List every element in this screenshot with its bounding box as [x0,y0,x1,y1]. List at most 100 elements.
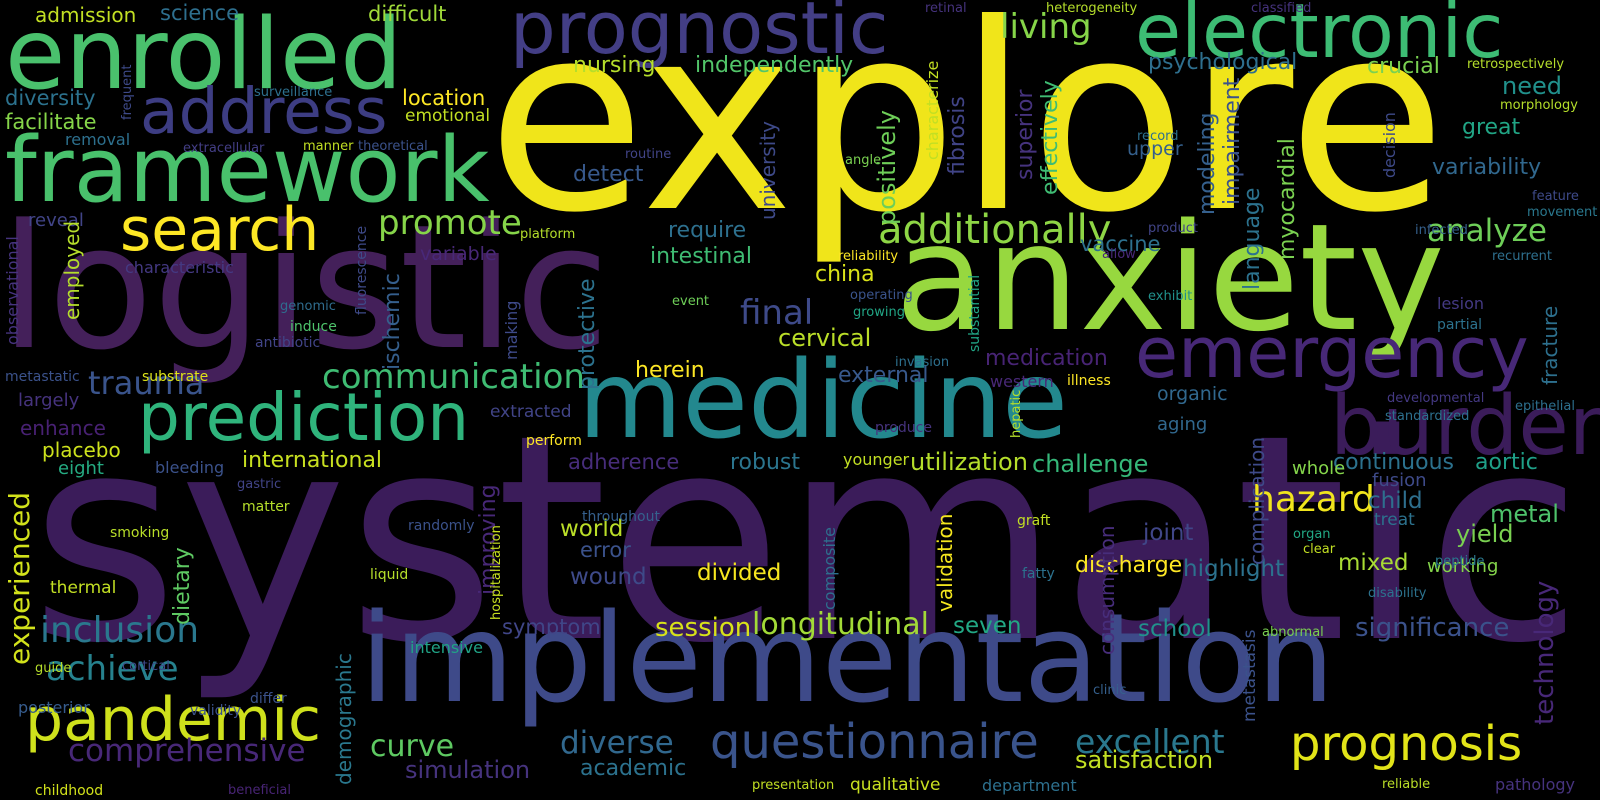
word: school [1138,616,1212,642]
word: infected [1415,223,1468,238]
word: record [1137,129,1179,144]
word: classified [1251,1,1312,16]
word: characterize [923,60,942,160]
word: achieve [46,649,179,689]
word: effectively [1038,80,1063,195]
word: challenge [1032,450,1149,478]
word: academic [580,756,687,781]
word: search [120,195,320,265]
word: matter [242,499,290,515]
word: communication [322,357,585,397]
word: diversity [5,86,96,110]
word: clear [1303,542,1336,557]
word: posterior [18,698,90,717]
word: validity [190,703,242,719]
word: enhance [20,416,106,440]
word: substrate [142,369,209,385]
word: throughout [582,509,660,525]
word: allow [1102,247,1136,262]
word: intestinal [650,244,752,269]
word: myocardial [1275,138,1300,260]
word: manner [303,139,354,154]
word: substantial [967,274,983,352]
word: diverse [560,725,674,761]
word: child [1368,488,1423,514]
word: implementation [360,588,1335,731]
word: final [740,293,814,333]
word: genomic [280,299,336,314]
word: herein [635,358,705,383]
word: utilization [910,448,1028,476]
word: emotional [405,106,491,126]
word: standardized [1385,409,1470,424]
word: product [1148,221,1199,236]
word: longitudinal [752,607,929,642]
word: medication [985,346,1108,371]
word: treat [1374,510,1415,530]
word: living [1000,7,1092,47]
word: clinic [1093,683,1127,698]
word: liquid [370,567,409,583]
word: epithelial [1515,399,1575,414]
word: reliable [1382,777,1431,792]
word: theoretical [358,139,428,154]
word: dietary [170,547,195,625]
word: angle [845,153,882,168]
word: technology [1530,580,1560,725]
word: composite [820,526,839,610]
word: morphology [1500,98,1578,113]
word: prognostic [510,0,889,70]
word: significance [1355,613,1510,643]
word: curve [370,729,455,764]
word: abnormal [1262,625,1324,640]
word: organic [1157,383,1228,405]
word: hepatic [1009,389,1024,438]
word: experienced [3,492,36,665]
word: characteristic [125,258,234,277]
word: crucial [1367,54,1440,79]
word: invasion [895,355,950,370]
word: recurrent [1492,249,1552,264]
word: promote [378,203,522,243]
word: detect [573,162,644,187]
word: explore [487,0,1447,269]
word: whole [1292,458,1346,479]
word: reveal [28,210,84,231]
word: nursing [573,53,656,78]
word: international [242,448,383,473]
word: cortical [122,659,170,674]
word: framework [5,118,490,223]
word: platform [520,227,576,242]
word: lesion [1437,294,1484,313]
word: demographic [332,653,356,785]
word: metastasis [1240,629,1260,722]
word: medicine [578,339,1068,463]
word: prognosis [1290,716,1523,772]
word: facilitate [5,110,97,134]
word: beneficial [228,783,292,798]
word: modeling [1195,112,1220,215]
word: psychological [1148,50,1298,75]
word: inclusion [40,610,200,651]
word: metastatic [5,369,80,385]
word: retinal [925,1,967,16]
word: extracellular [183,141,265,156]
word: intensive [410,638,483,657]
word: seven [953,613,1022,639]
word: admission [35,3,137,27]
word: exhibit [1148,289,1193,304]
word: perform [526,433,582,449]
word: childhood [35,783,104,799]
word: operating [850,288,913,303]
word: randomly [408,518,475,534]
word: session [655,613,752,643]
word: difficult [368,2,447,26]
word: china [815,262,875,287]
word: wound [570,564,647,590]
word: developmental [1387,391,1485,406]
word: frequent [120,64,135,120]
word: largely [18,390,80,411]
word: robust [730,450,801,475]
word: variable [420,243,497,265]
word: adherence [568,450,680,474]
